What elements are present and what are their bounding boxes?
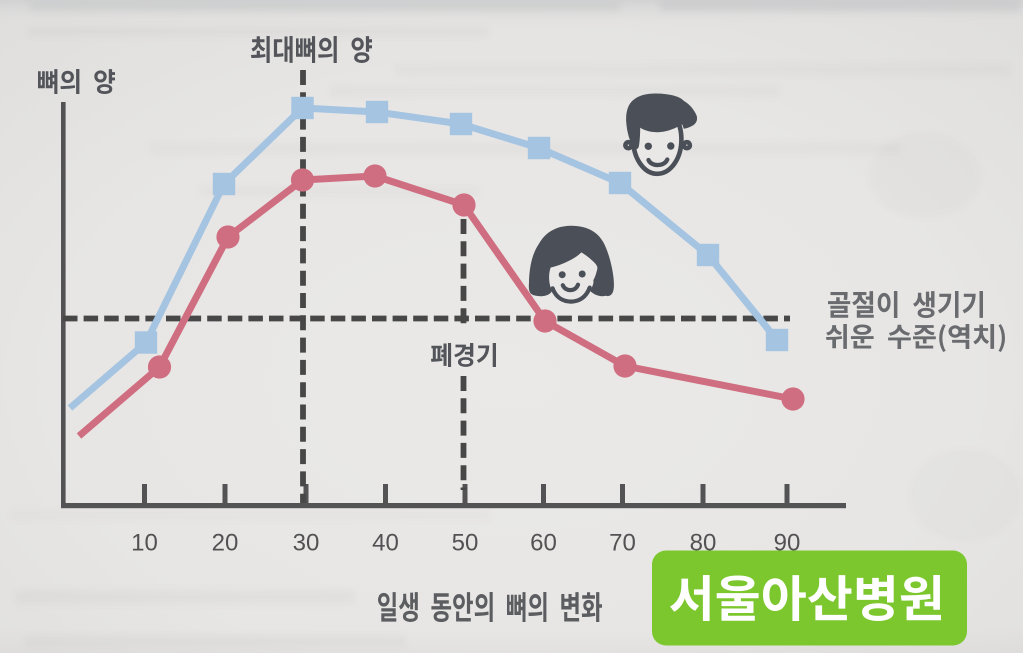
svg-text:30: 30 — [293, 530, 320, 557]
svg-text:60: 60 — [530, 530, 557, 557]
svg-text:20: 20 — [212, 530, 239, 557]
svg-text:10: 10 — [131, 530, 158, 557]
svg-text:70: 70 — [609, 530, 636, 557]
svg-text:50: 50 — [452, 530, 479, 557]
svg-text:40: 40 — [372, 530, 399, 557]
